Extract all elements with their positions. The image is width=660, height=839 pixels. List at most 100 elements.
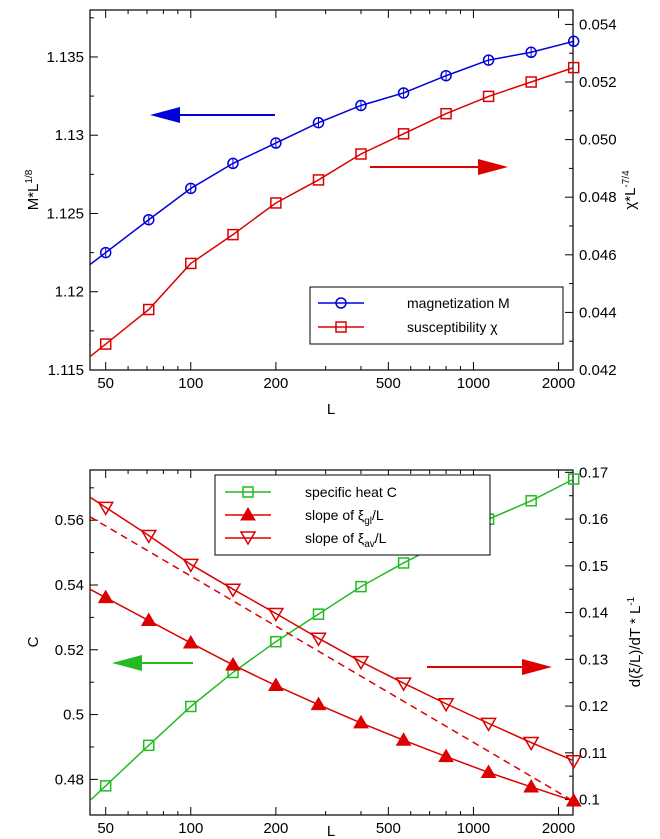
y-left-tick-label: 1.115 bbox=[48, 362, 84, 379]
x-tick-label: 1000 bbox=[457, 820, 490, 837]
data-point bbox=[482, 90, 495, 103]
arrow-head bbox=[478, 159, 508, 175]
legend-box bbox=[309, 286, 564, 345]
data-markers bbox=[99, 35, 580, 350]
y-right-tick-label: 0.044 bbox=[579, 304, 617, 321]
data-point bbox=[310, 696, 327, 711]
arrow-head bbox=[112, 655, 142, 671]
data-point bbox=[182, 558, 200, 573]
data-point bbox=[142, 739, 155, 752]
axis-ticks: 50 100 200 500 1000 2000 1.115 1.12 1.125 1.13 1.1… bbox=[46, 10, 617, 392]
data-point bbox=[268, 677, 284, 692]
x-tick-label: 2000 bbox=[542, 820, 575, 837]
x-tick-label: 200 bbox=[263, 375, 288, 392]
legend: specific heat C slope of ξgl/L slope of … bbox=[214, 474, 491, 556]
x-tick-label: 500 bbox=[376, 375, 401, 392]
data-point bbox=[182, 634, 199, 649]
y-right-tick-label: 0.17 bbox=[579, 464, 608, 481]
axis-arrows bbox=[150, 107, 508, 175]
y-right-tick-label: 0.15 bbox=[579, 558, 608, 575]
y-left-tick-label: 1.13 bbox=[55, 127, 84, 144]
data-point bbox=[310, 632, 327, 647]
fit-line bbox=[90, 40, 573, 266]
data-point bbox=[185, 700, 197, 713]
data-point bbox=[97, 589, 114, 604]
fit-line bbox=[90, 588, 573, 802]
plot-frame bbox=[89, 469, 574, 816]
data-point bbox=[525, 76, 537, 88]
arrow-head bbox=[522, 659, 552, 675]
x-tick-label: 50 bbox=[97, 375, 114, 392]
data-point bbox=[355, 580, 367, 593]
data-point bbox=[140, 529, 158, 544]
data-point bbox=[352, 655, 370, 671]
data-point bbox=[270, 197, 282, 209]
y-right-tick-label: 0.050 bbox=[579, 132, 617, 149]
data-point bbox=[480, 717, 497, 732]
x-tick-label: 100 bbox=[178, 375, 203, 392]
data-point bbox=[312, 174, 325, 186]
data-point bbox=[185, 257, 197, 270]
legend-label-specific-heat: specific heat C bbox=[305, 484, 397, 500]
y-left-tick-label: 0.56 bbox=[55, 512, 84, 529]
data-point bbox=[224, 583, 242, 598]
data-point bbox=[522, 736, 540, 752]
data-point bbox=[438, 748, 454, 763]
data-point bbox=[437, 697, 455, 713]
data-point bbox=[480, 764, 497, 778]
panel-specific-heat-slopes: 50 100 200 500 1000 2000 0.48 0.5 0.52 0.54 0.56 0.… bbox=[25, 464, 644, 839]
data-point bbox=[355, 148, 367, 160]
x-tick-label: 100 bbox=[178, 820, 203, 837]
legend-marker-slope-av bbox=[239, 531, 257, 546]
y-right-tick-label: 0.13 bbox=[579, 651, 608, 668]
legend-label-magnetization: magnetization M bbox=[407, 295, 510, 311]
y-left-tick-label: 0.54 bbox=[55, 577, 84, 594]
data-point bbox=[397, 557, 410, 569]
legend-marker-magnetization bbox=[335, 297, 347, 309]
x-tick-label: 200 bbox=[263, 820, 288, 837]
arrow-head bbox=[150, 107, 180, 123]
y-right-tick-label: 0.042 bbox=[579, 362, 617, 379]
legend-label-slope-gl: slope of ξgl/L bbox=[305, 507, 384, 527]
data-point bbox=[353, 714, 369, 729]
data-point bbox=[395, 677, 412, 692]
legend-label-susceptibility: susceptibility χ bbox=[407, 319, 498, 335]
data-point bbox=[440, 107, 452, 120]
legend: magnetization M susceptibility χ bbox=[309, 286, 564, 345]
y-axis-right-label: d(ξ/L)/dT * L-1 bbox=[626, 596, 644, 687]
data-point bbox=[397, 128, 410, 140]
data-point bbox=[270, 635, 282, 648]
y-left-tick-label: 1.135 bbox=[46, 49, 84, 66]
legend-marker-susceptibility bbox=[335, 321, 347, 333]
legend-marker-slope-gl bbox=[240, 507, 256, 521]
y-right-tick-label: 0.1 bbox=[579, 792, 600, 809]
data-point bbox=[312, 608, 325, 620]
y-left-tick-label: 0.5 bbox=[63, 707, 84, 724]
axis-arrows bbox=[112, 655, 552, 675]
data-point bbox=[565, 755, 583, 770]
data-point bbox=[140, 612, 157, 627]
data-point bbox=[227, 228, 239, 241]
dashed-fit-line bbox=[90, 516, 573, 802]
data-point bbox=[225, 656, 241, 671]
y-right-tick-label: 0.054 bbox=[579, 16, 617, 33]
x-tick-label: 2000 bbox=[542, 375, 575, 392]
x-axis-label: L bbox=[327, 401, 335, 418]
y-axis-left-label: M*L1/8 bbox=[24, 169, 42, 210]
y-left-tick-label: 1.12 bbox=[55, 284, 84, 301]
data-point bbox=[567, 61, 580, 74]
data-point bbox=[567, 473, 580, 485]
y-right-tick-label: 0.14 bbox=[579, 605, 608, 622]
x-axis-label: L bbox=[327, 823, 335, 839]
y-right-tick-label: 0.052 bbox=[579, 74, 617, 91]
x-tick-label: 1000 bbox=[457, 375, 490, 392]
fit-line bbox=[90, 67, 573, 358]
y-right-tick-label: 0.16 bbox=[579, 511, 608, 528]
y-right-tick-label: 0.046 bbox=[579, 247, 617, 264]
data-point bbox=[565, 792, 582, 807]
y-axis-right-label: χ*L-7/4 bbox=[621, 170, 639, 210]
x-tick-label: 50 bbox=[97, 820, 114, 837]
y-left-tick-label: 1.125 bbox=[46, 205, 84, 222]
y-axis-left-label: C bbox=[25, 636, 42, 647]
